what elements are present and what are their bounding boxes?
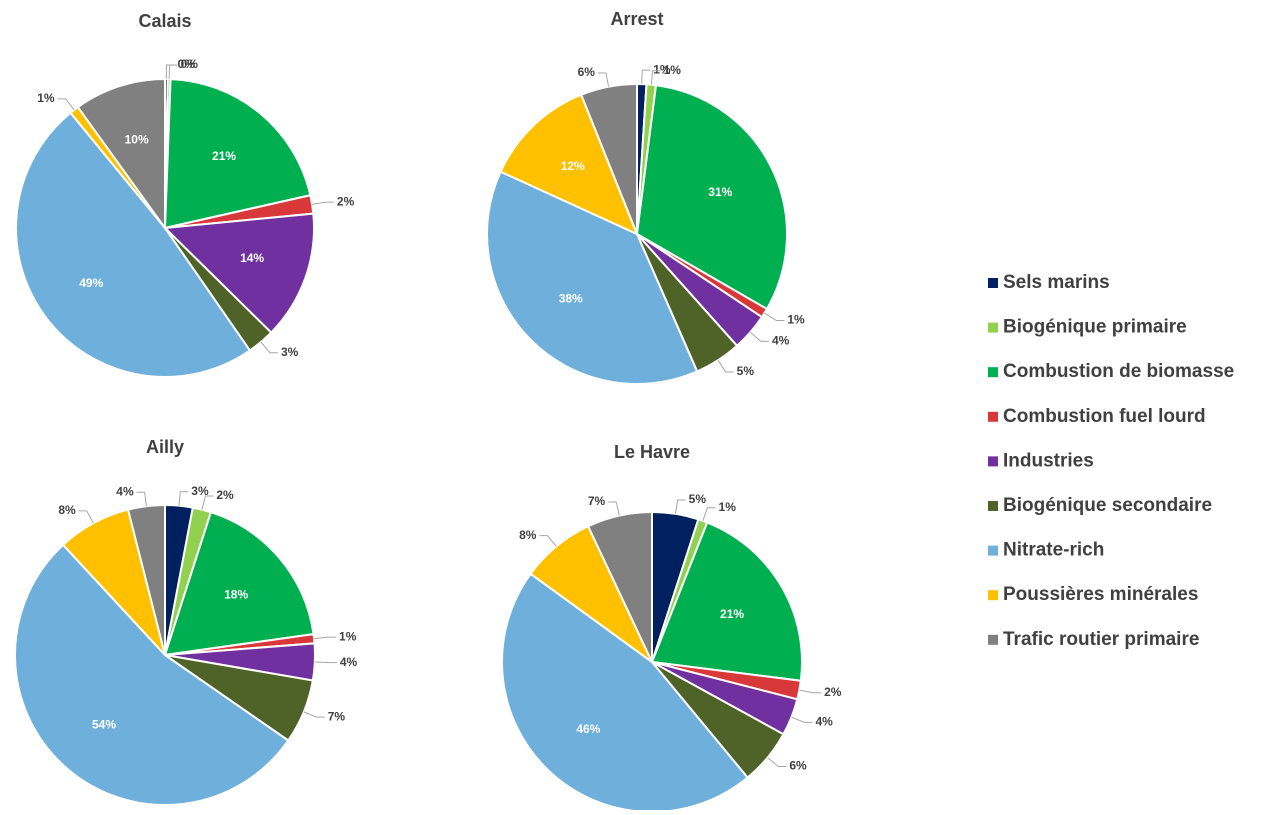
- leader-line: [641, 69, 651, 85]
- leader-line: [750, 331, 769, 342]
- pie-slice: [586, 510, 653, 663]
- legend-label: Combustion de biomasse: [1003, 361, 1234, 382]
- value-label: 1%: [664, 63, 682, 77]
- legend-label: Nitrate-rich: [1003, 540, 1104, 561]
- value-label: 21%: [212, 149, 236, 163]
- chart-title: Le Havre: [614, 442, 690, 462]
- value-label: 1%: [37, 91, 55, 105]
- pie-slice: [76, 77, 166, 232]
- leader-line: [791, 716, 813, 723]
- value-label: 54%: [92, 717, 116, 731]
- pie-slice: [163, 510, 315, 657]
- value-label: 6%: [789, 759, 807, 773]
- value-label: 6%: [578, 65, 596, 79]
- pie-slice: [579, 82, 638, 235]
- value-label: 1%: [787, 313, 805, 327]
- leader-line: [57, 98, 75, 111]
- pie-slice: [163, 78, 312, 230]
- value-label: 4%: [340, 655, 358, 669]
- value-label: 0%: [181, 57, 199, 71]
- leader-line: [165, 64, 175, 80]
- legend-label: Biogénique primaire: [1003, 317, 1187, 338]
- leader-line: [674, 499, 686, 514]
- legend-label: Industries: [1003, 450, 1094, 471]
- value-label: 18%: [224, 587, 248, 601]
- legend-label: Biogénique secondaire: [1003, 495, 1212, 516]
- value-label: 1%: [339, 629, 357, 643]
- pie-slice: [162, 212, 315, 334]
- value-label: 4%: [772, 334, 790, 348]
- value-label: 38%: [559, 291, 583, 305]
- legend-swatch: [988, 590, 998, 601]
- pie-slice: [14, 111, 252, 378]
- value-label: 3%: [191, 484, 209, 498]
- value-label: 8%: [519, 528, 537, 542]
- leader-line: [702, 507, 716, 522]
- value-label: 1%: [719, 500, 737, 514]
- legend-swatch: [988, 545, 998, 556]
- value-label: 7%: [328, 709, 346, 723]
- value-label: 3%: [281, 345, 299, 359]
- value-label: 31%: [708, 185, 732, 199]
- value-label: 4%: [815, 715, 833, 729]
- chart-title: Calais: [138, 11, 191, 31]
- legend-swatch: [988, 634, 998, 645]
- legend-label: Sels marins: [1003, 272, 1110, 293]
- value-label: 5%: [737, 364, 755, 378]
- value-label: 5%: [689, 492, 707, 506]
- legend-swatch: [988, 456, 998, 467]
- legend-label: Trafic routier primaire: [1003, 629, 1199, 650]
- leader-line: [303, 711, 325, 718]
- value-label: 8%: [58, 503, 76, 517]
- value-label: 49%: [79, 276, 103, 290]
- leader-line: [314, 661, 337, 664]
- leader-line: [314, 636, 337, 640]
- legend-label: Poussières minérales: [1003, 584, 1198, 605]
- value-label: 2%: [824, 685, 842, 699]
- legend-label: Combustion fuel lourd: [1003, 406, 1206, 427]
- pie-slice: [635, 84, 788, 311]
- leader-line: [799, 689, 822, 694]
- leader-line: [78, 510, 94, 524]
- value-label: 7%: [588, 494, 606, 508]
- value-label: 46%: [576, 722, 600, 736]
- value-label: 12%: [561, 159, 585, 173]
- legend-swatch: [988, 411, 998, 422]
- pie-slice: [501, 572, 750, 813]
- value-label: 4%: [116, 484, 134, 498]
- leader-line: [136, 491, 147, 507]
- value-label: 1%: [653, 62, 671, 76]
- value-label: 0%: [178, 57, 196, 71]
- pie-slice: [650, 521, 803, 682]
- legend-swatch: [988, 501, 998, 511]
- value-label: 2%: [337, 194, 355, 208]
- leader-line: [608, 501, 620, 516]
- leader-line: [178, 491, 189, 506]
- leader-line: [168, 64, 178, 80]
- pie-slice: [499, 93, 639, 236]
- leader-line: [650, 70, 661, 85]
- leader-line: [597, 72, 610, 87]
- value-label: 2%: [216, 488, 234, 502]
- legend-swatch: [988, 322, 998, 333]
- pie-slice: [486, 170, 699, 385]
- legend-swatch: [988, 367, 998, 378]
- leader-line: [767, 757, 787, 768]
- legend-swatch: [988, 278, 998, 288]
- value-label: 10%: [125, 132, 149, 146]
- leader-line: [312, 201, 334, 205]
- value-label: 14%: [240, 251, 264, 265]
- leader-line: [764, 312, 785, 321]
- pie-slice: [14, 543, 290, 806]
- leader-line: [201, 495, 214, 510]
- leader-line: [260, 341, 278, 354]
- leader-line: [717, 359, 734, 373]
- chart-title: Ailly: [146, 437, 184, 457]
- leader-line: [539, 535, 557, 547]
- chart-title: Arrest: [610, 9, 663, 29]
- value-label: 21%: [720, 607, 744, 621]
